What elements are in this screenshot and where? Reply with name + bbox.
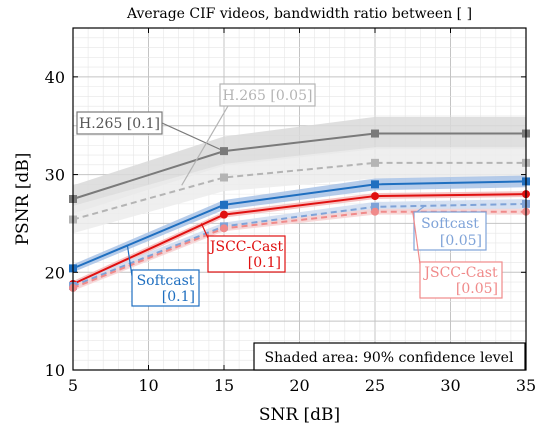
annotation-text: JSCC-Cast: [422, 265, 498, 281]
annotation-h265_01: H.265 [0.1]: [76, 111, 225, 152]
annotation-box: [207, 235, 286, 273]
confidence-note: Shaded area: 90% confidence level: [253, 342, 526, 371]
chart-title: Average CIF videos, bandwidth ratio betw…: [126, 6, 472, 22]
x-axis-label: SNR [dB]: [259, 405, 340, 425]
annotation-text: [0.1]: [162, 289, 195, 305]
data-point-jscc_005: [371, 207, 379, 216]
annotation-leader: [412, 211, 421, 265]
x-tick-label: 5: [68, 376, 78, 395]
series-line-softcast_01: [72, 180, 527, 270]
annotation-h265_005: H.265 [0.05]: [181, 83, 316, 186]
annotation-text: H.265 [0.05]: [223, 88, 313, 104]
series-line-jscc_005: [72, 210, 526, 289]
annotation-softcast_005: Softcast[0.05]: [413, 205, 487, 251]
annotation-text: [0.1]: [248, 255, 281, 271]
annotation-softcast_01: Softcast[0.1]: [126, 244, 200, 307]
data-point-h265_01: [371, 129, 379, 138]
x-tick-label: 25: [365, 376, 385, 395]
data-point-h265_005: [220, 173, 228, 182]
annotation-jscc_005: JSCC-Cast[0.05]: [412, 211, 503, 299]
data-point-jscc_005: [220, 224, 228, 233]
annotation-text: Softcast: [137, 273, 195, 289]
confidence-band-h265_01: [73, 116, 526, 214]
series-line-jscc_01: [72, 193, 527, 285]
x-tick-label: 20: [289, 376, 309, 395]
annotation-jscc_01: JSCC-Cast[0.1]: [200, 223, 286, 273]
confidence-band-h265_005: [73, 147, 526, 234]
annotation-box: [413, 211, 487, 251]
data-point-jscc_01: [220, 210, 228, 219]
y-tick-label: 40: [45, 68, 65, 87]
data-point-softcast_01: [371, 180, 379, 189]
annotation-leader: [200, 223, 209, 239]
annotation-text: H.265 [0.1]: [79, 116, 160, 132]
data-point-softcast_005: [371, 202, 379, 211]
y-tick-label: 30: [45, 166, 65, 185]
annotation-leader: [161, 122, 225, 152]
note-text: Shaded area: 90% confidence level: [265, 350, 514, 366]
annotation-box: [76, 111, 163, 135]
data-point-h265_005: [371, 158, 379, 167]
annotation-text: [0.05]: [456, 281, 498, 297]
series-line-h265_005: [72, 161, 526, 221]
x-tick-label: 35: [516, 376, 536, 395]
x-tick-label: 15: [214, 376, 234, 395]
annotation-text: Softcast: [421, 216, 479, 232]
note-box: [253, 342, 526, 371]
data-point-jscc_01: [371, 192, 379, 201]
annotation-text: [0.05]: [440, 233, 482, 249]
annotation-box: [131, 269, 200, 307]
annotation-box: [419, 261, 503, 299]
annotation-leader: [126, 244, 133, 277]
annotation-text: JSCC-Cast: [208, 239, 284, 255]
y-axis-label: PSNR [dB]: [13, 153, 33, 246]
x-tick-label: 30: [440, 376, 460, 395]
annotation-box: [219, 83, 316, 107]
series-line-softcast_005: [72, 202, 527, 287]
y-tick-label: 20: [45, 263, 65, 282]
series-line-h265_01: [72, 132, 526, 200]
y-tick-label: 10: [45, 361, 65, 380]
confidence-band-jscc_005: [73, 208, 526, 291]
x-tick-label: 10: [138, 376, 158, 395]
data-point-softcast_01: [220, 200, 228, 209]
annotation-leader: [181, 105, 229, 186]
